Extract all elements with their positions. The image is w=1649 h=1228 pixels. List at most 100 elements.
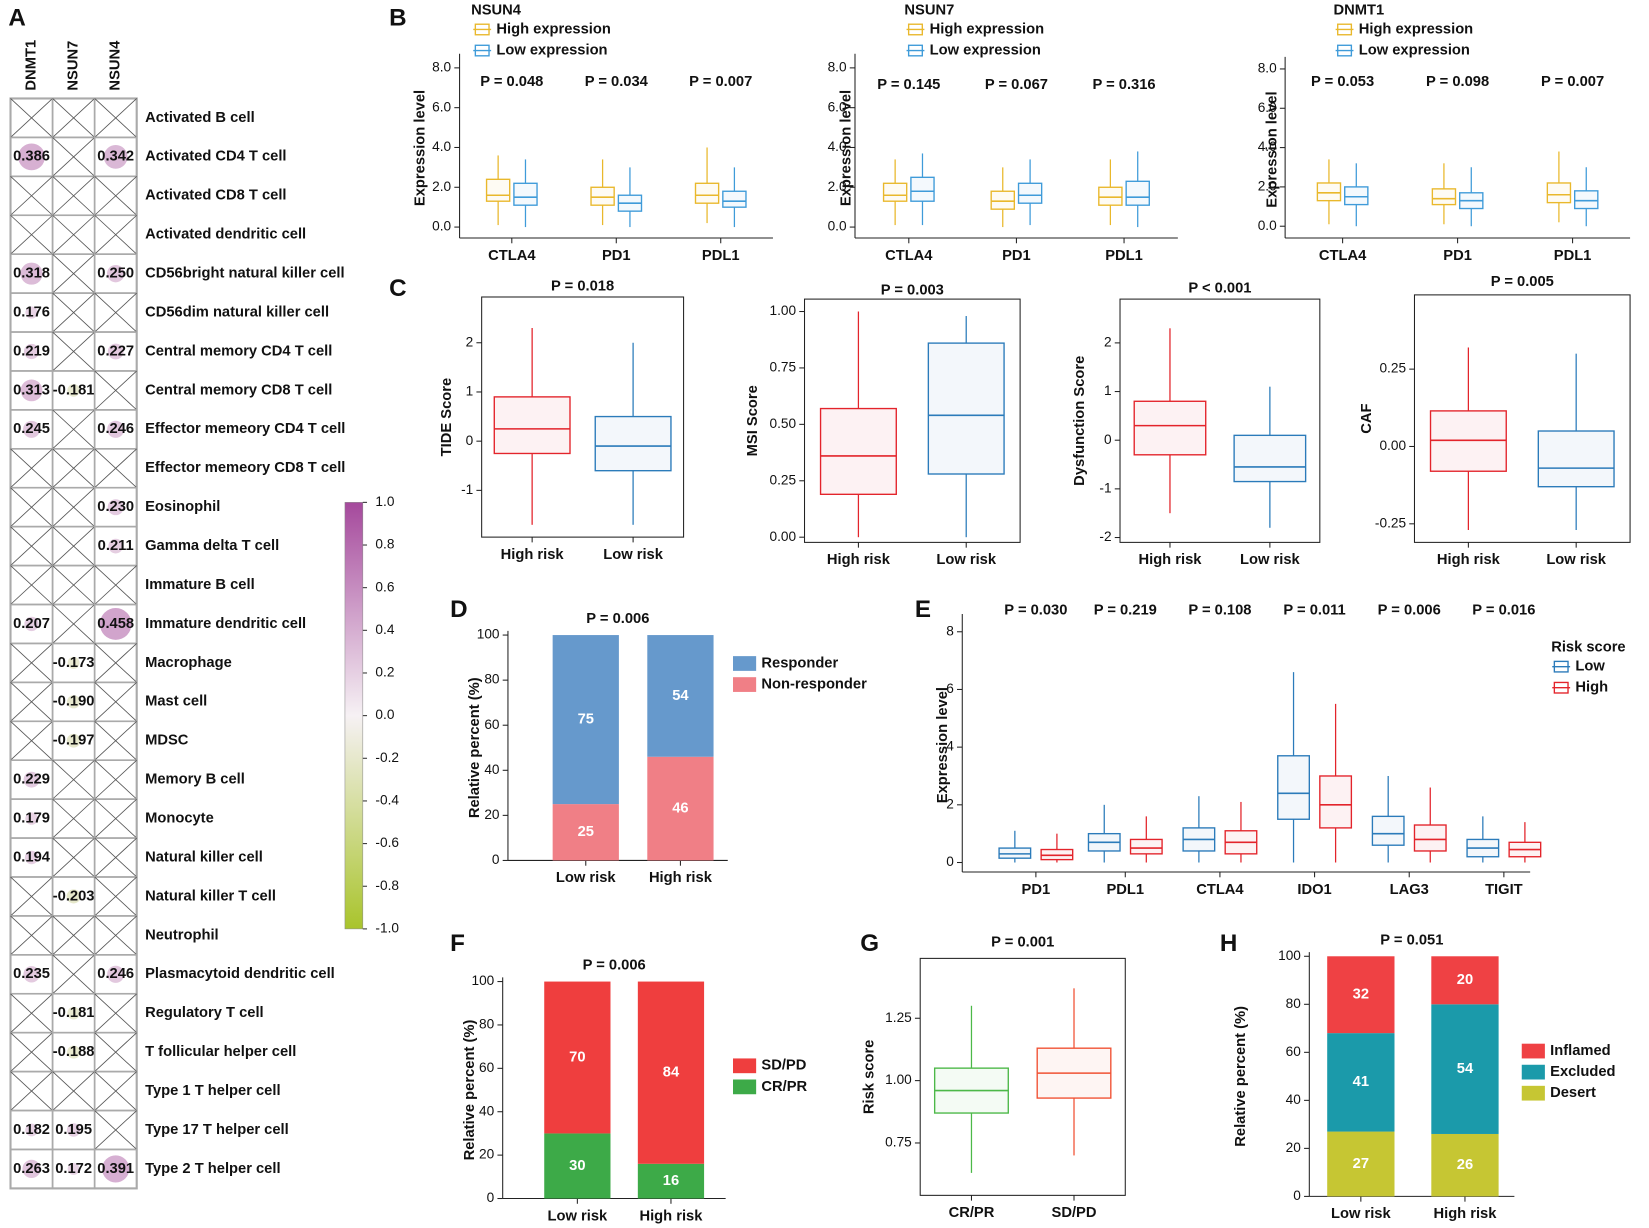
y-tick-label: 20 [1286,1140,1302,1155]
legend-label: Low [1575,659,1605,675]
cross [52,253,95,294]
cross [10,176,53,216]
legend-label: High expression [930,21,1044,37]
box [1233,434,1307,483]
cross [52,759,95,800]
chart-title: P = 0.018 [551,278,614,294]
box [1344,186,1369,206]
chart-title: NSUN4 [471,2,522,18]
x-tick-label: High risk [827,552,891,568]
cross [94,370,138,411]
p-value: P = 0.011 [1283,603,1345,619]
box [1537,430,1615,488]
cell-value: 0.235 [13,966,50,982]
cross [94,1071,138,1111]
bar-segment [552,804,619,861]
y-axis-label: Relative percent (%) [467,677,483,818]
cross [52,292,95,333]
y-tick-label: 0.0 [432,219,451,234]
y-tick-label: 2.0 [828,179,847,194]
y-tick-label: 80 [1286,996,1302,1011]
bar-label: 70 [569,1049,585,1065]
bar-segment [1431,1004,1499,1134]
chart-title: P = 0.001 [991,934,1054,950]
cell-value: 0.219 [13,343,50,359]
chart-title: DNMT1 [1334,2,1385,18]
chart-title: NSUN7 [904,2,954,18]
x-tick-label: PD1 [1022,882,1051,898]
cross [52,98,95,138]
y-axis-label: Expression level [838,90,854,206]
cross [94,993,138,1033]
x-tick-label: CTLA4 [488,248,536,264]
y-tick-label: -0.25 [1375,515,1407,530]
cross [10,1071,53,1111]
box [1371,815,1405,846]
cross [10,643,53,683]
correlation-dot [103,144,128,169]
legend-label: Low expression [1359,42,1470,58]
cross [94,176,138,216]
p-value: P = 0.219 [1094,603,1157,619]
x-tick-label: PD1 [602,248,631,264]
x-tick-label: PDL1 [1554,248,1592,264]
row-label: Neutrophil [145,927,219,943]
y-axis-label: MSI Score [745,385,761,456]
cross [52,915,95,956]
cross [94,720,138,761]
y-tick-label: 8 [946,623,954,638]
cross [52,798,95,839]
colorbar-tick-label: 0.8 [375,537,394,552]
y-axis-label: Relative percent (%) [1233,1006,1249,1147]
cell-value: -0.173 [53,655,95,671]
y-tick-label: 0 [492,852,500,867]
box [1319,775,1353,829]
y-tick-label: 0.75 [769,360,796,375]
cross [94,876,138,917]
legend-label: High expression [1359,21,1473,37]
y-axis-label: Relative percent (%) [462,1020,478,1161]
cross [10,98,53,138]
y-axis-label: TIDE Score [439,378,455,457]
bar-label: 20 [1457,972,1473,988]
row-label: Eosinophil [145,499,220,515]
cross [52,409,95,450]
cross [10,487,53,527]
row-label: Mast cell [145,694,207,710]
y-tick-label: 0.00 [769,529,796,544]
p-value: P = 0.145 [877,77,940,93]
colorbar-tick-label: 0.2 [375,665,394,680]
bar-segment [1431,1133,1499,1197]
x-tick-label: PDL1 [1106,882,1144,898]
x-tick-label: PD1 [1443,248,1472,264]
cross [10,1032,53,1072]
bar-segment [1327,1033,1395,1132]
x-tick-label: CR/PR [949,1205,995,1221]
bar-segment [647,635,714,757]
p-value: P = 0.316 [1092,77,1155,93]
y-tick-label: 0.0 [1258,218,1277,233]
cross [94,837,138,878]
bar-segment [1431,956,1499,1005]
cell-value: 0.245 [13,421,50,437]
x-tick-label: PDL1 [1105,248,1143,264]
colorbar-tick-label: -0.4 [375,793,399,808]
bar-label: 75 [578,711,594,727]
panel-label: H [1220,930,1237,957]
cross [52,137,95,177]
p-value: P = 0.030 [1004,603,1067,619]
p-value: P = 0.053 [1311,74,1374,90]
y-tick-label: 4 [946,739,954,754]
p-value: P = 0.006 [1378,603,1441,619]
chart-title: P < 0.001 [1188,280,1251,296]
p-value: P = 0.108 [1188,603,1251,619]
correlation-dot [107,965,125,983]
cell-value: 0.250 [97,266,134,282]
y-tick-label: 4.0 [828,139,847,154]
y-tick-label: 0 [1104,432,1112,447]
bar-segment [637,981,705,1164]
legend-label: Inflamed [1550,1043,1610,1059]
cross [52,526,95,566]
y-tick-label: 0.0 [828,219,847,234]
